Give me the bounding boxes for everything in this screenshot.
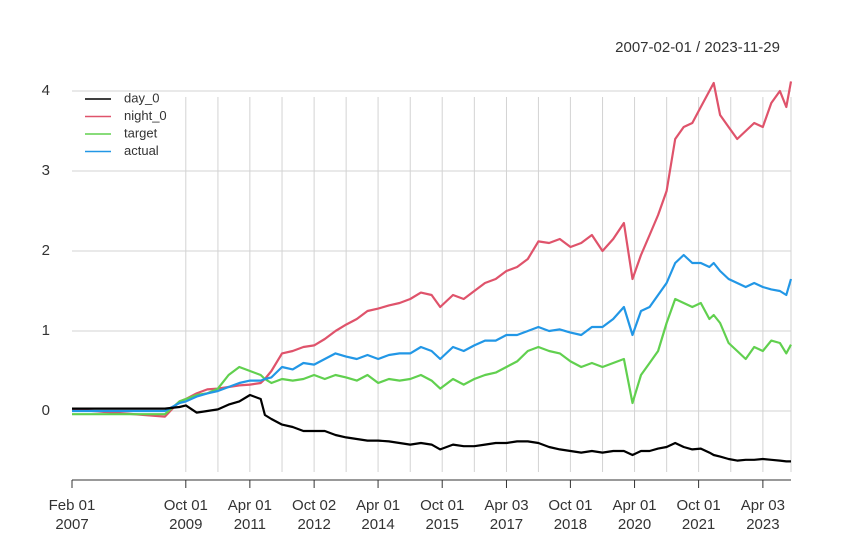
x-tick-label-line: Oct 01 [164,497,208,514]
x-tick-label: Apr 01 2011 [228,497,272,533]
series-line [72,253,793,413]
x-tick-label-line: Feb 01 [49,497,96,514]
x-tick-label-line: Apr 03 [484,497,528,514]
x-tick-label-line: 2015 [426,516,459,533]
x-tick-label-line: 2014 [361,516,394,533]
x-tick-label-line: Oct 01 [677,497,721,514]
x-tick-label-line: Apr 01 [612,497,656,514]
series-line [72,393,791,463]
x-tick-label: Apr 01 2020 [612,497,656,533]
x-tick-label: Oct 02 2012 [292,497,336,533]
x-tick-label-line: 2020 [618,516,651,533]
x-tick-label: Apr 03 2023 [741,497,785,533]
y-tick-label: 3 [42,162,50,179]
x-tick-label: Oct 01 2018 [548,497,592,533]
y-tick-label: 2 [42,242,50,259]
x-tick-label-line: Apr 03 [741,497,785,514]
y-tick-label: 1 [42,322,50,339]
x-tick-label: Apr 03 2017 [484,497,528,533]
x-tick-label-line: 2018 [554,516,587,533]
x-tick-label: Oct 01 2021 [677,497,721,533]
chart-title: 2007-02-01 / 2023-11-29 [615,39,780,56]
x-tick-label-line: 2017 [490,516,523,533]
y-tick-label: 4 [42,82,50,99]
x-tick-label-line: 2009 [169,516,202,533]
x-tick-label-line: 2011 [234,516,266,533]
x-tick-label: Apr 01 2014 [356,497,400,533]
x-tick-label: Oct 01 2009 [164,497,208,533]
x-tick-label-line: 2007 [55,516,88,533]
series-line [72,297,792,416]
x-tick-label-line: 2012 [297,516,330,533]
x-tick-label-line: Oct 02 [292,497,336,514]
x-tick-label-line: Oct 01 [548,497,592,514]
legend-label: target [124,125,158,140]
y-tick-label: 0 [42,402,50,419]
x-tick-label-line: 2021 [682,516,715,533]
x-tick-label-line: Apr 01 [228,497,272,514]
legend-label: actual [124,143,159,158]
legend-label: night_0 [124,108,167,123]
legend-label: day_0 [124,90,159,105]
x-tick-label-line: 2023 [746,516,779,533]
x-tick-label-line: Oct 01 [420,497,464,514]
x-tick-label: Feb 01 2007 [49,497,96,533]
series-line [71,81,793,418]
x-tick-label-line: Apr 01 [356,497,400,514]
x-tick-label: Oct 01 2015 [420,497,464,533]
